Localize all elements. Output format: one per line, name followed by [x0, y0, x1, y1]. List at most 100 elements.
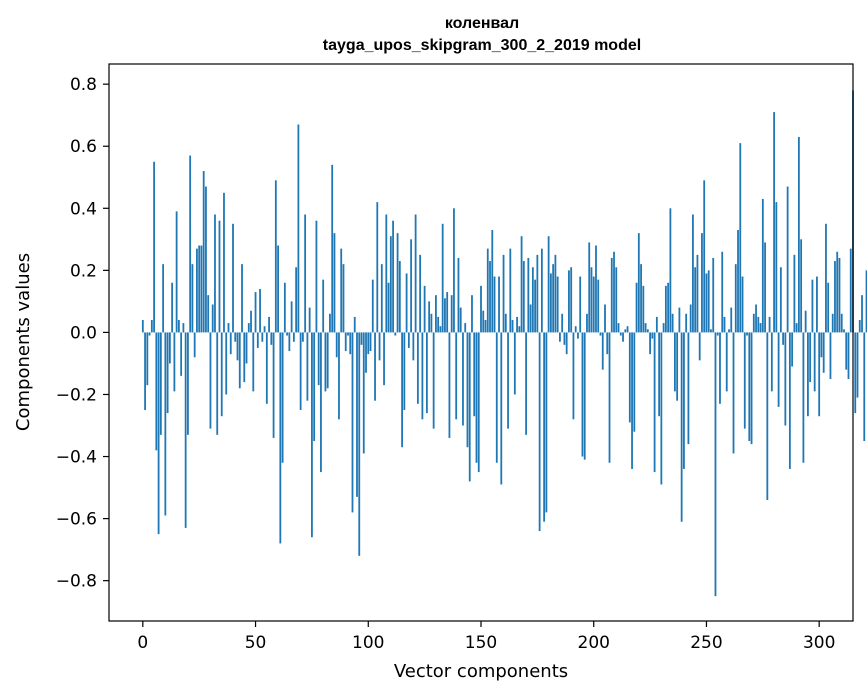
bar	[570, 267, 573, 333]
bar	[642, 285, 645, 333]
bar	[615, 267, 618, 333]
bar	[689, 304, 692, 333]
bar	[326, 332, 329, 389]
chart-subtitle: tayga_upos_skipgram_300_2_2019 model	[323, 37, 641, 54]
bar	[385, 214, 388, 333]
bar	[150, 320, 153, 333]
bar	[182, 323, 185, 333]
bar	[827, 282, 830, 333]
bar	[389, 236, 392, 333]
bar	[687, 332, 690, 445]
bar	[403, 332, 406, 410]
bar	[807, 332, 809, 417]
bar	[757, 316, 760, 333]
bar	[770, 332, 773, 392]
bar	[712, 257, 715, 333]
bar	[216, 332, 219, 435]
bar	[430, 313, 433, 333]
bar	[637, 233, 640, 333]
x-tick-label: 100	[352, 633, 384, 653]
bar	[597, 279, 600, 333]
bar	[655, 316, 658, 333]
bar	[371, 279, 374, 333]
bar	[658, 332, 661, 417]
bar	[340, 248, 343, 333]
bar	[500, 332, 503, 485]
bar	[412, 332, 415, 361]
bar	[410, 239, 413, 333]
bar	[863, 332, 866, 442]
bar	[317, 332, 320, 386]
bar	[788, 332, 791, 469]
bar	[734, 264, 737, 333]
bar	[782, 332, 785, 345]
bar	[759, 323, 762, 333]
bar	[491, 230, 494, 333]
bar	[256, 332, 259, 348]
bar	[342, 264, 345, 333]
bar	[640, 264, 642, 333]
bar	[225, 332, 228, 395]
x-tick-label: 150	[465, 633, 497, 653]
bar	[270, 332, 273, 345]
bar	[590, 267, 593, 333]
bar	[527, 257, 530, 333]
bar	[644, 323, 647, 333]
bar	[459, 307, 462, 333]
bar	[816, 276, 818, 333]
bar	[419, 254, 422, 333]
bar	[773, 112, 775, 333]
bar	[153, 161, 155, 333]
bar	[444, 298, 446, 333]
bar	[784, 332, 787, 426]
bar	[549, 273, 552, 333]
bar	[322, 279, 325, 333]
bar	[556, 276, 559, 333]
bar	[489, 261, 491, 333]
bar	[358, 332, 361, 556]
bar	[331, 164, 334, 333]
bar	[761, 198, 764, 333]
bar	[845, 332, 848, 370]
bar	[696, 254, 699, 333]
bar	[159, 332, 162, 435]
bar	[509, 248, 512, 333]
bar	[779, 267, 782, 333]
y-axis-label: Components values	[13, 253, 34, 431]
bar	[493, 276, 496, 333]
bar	[628, 332, 631, 423]
bar	[439, 326, 442, 333]
bar	[299, 332, 302, 410]
bar	[613, 251, 615, 333]
bar	[741, 276, 744, 333]
bar	[721, 251, 724, 333]
bar	[651, 332, 654, 339]
bar	[825, 223, 827, 333]
bar	[737, 230, 739, 333]
bar	[180, 332, 183, 376]
bar	[166, 332, 169, 414]
bar	[775, 202, 778, 333]
bar	[626, 326, 629, 333]
bar	[344, 332, 347, 352]
bar	[320, 332, 322, 473]
bar	[606, 332, 609, 355]
bar	[743, 332, 746, 429]
bar	[254, 292, 257, 333]
bar	[730, 307, 733, 333]
bar	[425, 332, 428, 414]
bar	[141, 320, 144, 333]
bar	[324, 332, 327, 392]
bar	[398, 261, 401, 333]
bar	[581, 332, 584, 457]
bar	[450, 295, 453, 333]
bar	[617, 323, 620, 333]
bar	[818, 332, 821, 417]
bar	[220, 332, 223, 417]
bar	[365, 332, 367, 373]
bar	[545, 332, 548, 513]
bar	[563, 332, 566, 345]
x-tick-label: 250	[690, 633, 722, 653]
bar	[800, 239, 803, 333]
bar	[155, 332, 158, 451]
